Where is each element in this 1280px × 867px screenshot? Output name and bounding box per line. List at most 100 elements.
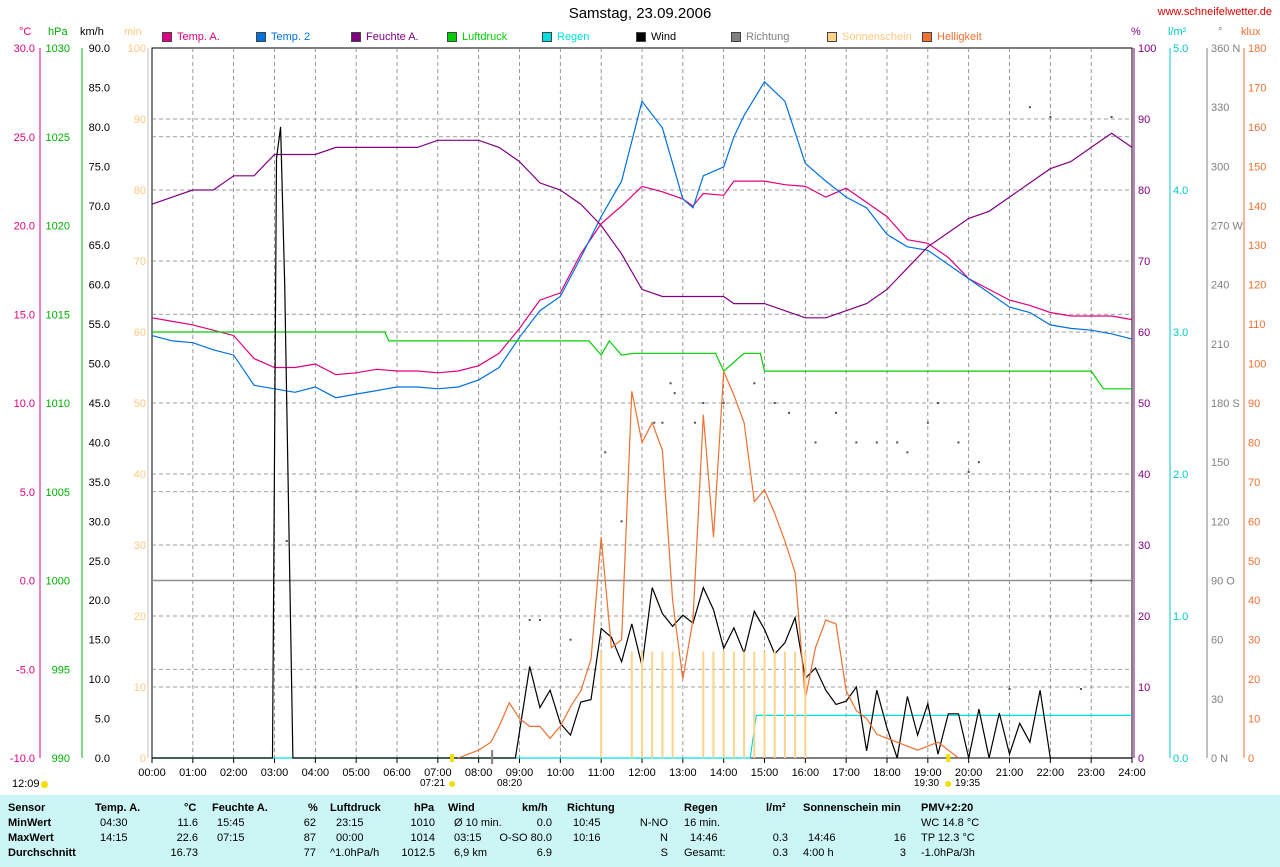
lux-axis-tick: 90 bbox=[1248, 398, 1260, 410]
time-stamp: 12:09 bbox=[12, 778, 40, 790]
x-tick-label: 14:00 bbox=[710, 767, 738, 779]
dir-min-time: 10:45 bbox=[573, 817, 601, 829]
legend-item-luftdruck: Luftdruck bbox=[447, 31, 507, 43]
direction-axis-tick: 90 O bbox=[1211, 576, 1235, 588]
lux-axis-tick: 40 bbox=[1248, 595, 1260, 607]
stats-header-sun: Sonnenschein min bbox=[803, 802, 901, 814]
sun-min-axis-tick: 0 bbox=[140, 753, 146, 765]
series-richtung-point bbox=[569, 638, 572, 641]
temp-axis-tick: 25.0 bbox=[14, 132, 35, 144]
rain-axis-tick: 4.0 bbox=[1173, 185, 1188, 197]
wind-axis-tick: 80.0 bbox=[89, 122, 110, 134]
legend-label: Helligkeit bbox=[937, 31, 982, 43]
temp-axis-tick: 30.0 bbox=[14, 43, 35, 55]
dir-avg-value: S bbox=[660, 847, 668, 859]
x-tick-label: 08:00 bbox=[465, 767, 493, 779]
legend-item-richtung: Richtung bbox=[731, 31, 789, 43]
noon-marker bbox=[491, 750, 494, 764]
x-tick-label: 21:00 bbox=[996, 767, 1024, 779]
site-link[interactable]: www.schneifelwetter.de bbox=[1157, 6, 1272, 18]
stats-header-rain-unit: l/m² bbox=[766, 802, 786, 814]
row-max-label: MaxWert bbox=[8, 832, 54, 844]
direction-axis-tick: 150 bbox=[1211, 457, 1229, 469]
sun-min-axis-tick: 70 bbox=[134, 256, 146, 268]
temp-axis-tick: 10.0 bbox=[14, 398, 35, 410]
humidity-axis-tick: 100 bbox=[1138, 43, 1156, 55]
row-min-label: MinWert bbox=[8, 817, 52, 829]
hum-max-time: 07:15 bbox=[217, 832, 245, 844]
stats-header-dir: Richtung bbox=[567, 802, 615, 814]
rain-axis-tick: 0.0 bbox=[1173, 753, 1188, 765]
wind-axis-tick: 45.0 bbox=[89, 398, 110, 410]
sunrise-marker bbox=[450, 754, 455, 762]
stats-header-rain: Regen bbox=[684, 802, 718, 814]
x-tick-label: 18:00 bbox=[873, 767, 901, 779]
lux-axis-tick: 170 bbox=[1248, 82, 1266, 94]
series-richtung-point bbox=[653, 421, 656, 424]
pressure-axis-tick: 990 bbox=[52, 753, 70, 765]
pressure-axis-tick: 1030 bbox=[46, 43, 70, 55]
hum-min-time: 15:45 bbox=[217, 817, 245, 829]
wind-axis-tick: 90.0 bbox=[89, 43, 110, 55]
temp-min-value: 11.6 bbox=[177, 817, 198, 829]
press-max-time: 00:00 bbox=[336, 832, 364, 844]
press-max-value: 1014 bbox=[410, 832, 435, 844]
series-richtung-point bbox=[1079, 687, 1082, 690]
wind-axis-tick: 35.0 bbox=[89, 477, 110, 489]
temp-axis-tick: -5.0 bbox=[16, 664, 35, 676]
stats-header-sensor: Sensor bbox=[8, 802, 46, 814]
legend-item-wind: Wind bbox=[636, 31, 676, 43]
wind-max-time: 03:15 bbox=[454, 832, 482, 844]
x-tick-label: 16:00 bbox=[792, 767, 820, 779]
direction-axis-tick: 210 bbox=[1211, 339, 1229, 351]
press-min-value: 1010 bbox=[410, 817, 435, 829]
legend-label: Luftdruck bbox=[462, 31, 508, 43]
lux-axis-tick: 140 bbox=[1248, 201, 1266, 213]
press-avg-value: 1012.5 bbox=[401, 847, 435, 859]
rain-unit: l/m² bbox=[1168, 26, 1187, 38]
wind-axis-tick: 15.0 bbox=[89, 635, 110, 647]
direction-axis-tick: 30 bbox=[1211, 694, 1223, 706]
sun-min-axis-tick: 100 bbox=[128, 43, 146, 55]
series-wind-line bbox=[152, 126, 1132, 759]
chart-title: Samstag, 23.09.2006 bbox=[568, 5, 712, 22]
humidity-axis-tick: 90 bbox=[1138, 114, 1150, 126]
sun-total: 4:00 h bbox=[803, 847, 834, 859]
rain-axis-tick: 2.0 bbox=[1173, 469, 1188, 481]
legend-swatch bbox=[256, 32, 266, 42]
series-richtung-point bbox=[967, 471, 970, 474]
legend-label: Temp. A. bbox=[177, 31, 220, 43]
rain-max-time: 14:46 bbox=[690, 832, 718, 844]
sun-min-axis-tick: 40 bbox=[134, 469, 146, 481]
humidity-axis-tick: 40 bbox=[1138, 469, 1150, 481]
rain-axis-tick: 3.0 bbox=[1173, 327, 1188, 339]
lux-axis-tick: 0 bbox=[1248, 753, 1254, 765]
series-richtung-point bbox=[957, 441, 960, 444]
x-tick-label: 01:00 bbox=[179, 767, 207, 779]
wind-axis-tick: 20.0 bbox=[89, 595, 110, 607]
direction-axis-tick: 120 bbox=[1211, 516, 1229, 528]
dir-max-time: 10:16 bbox=[573, 832, 601, 844]
humidity-axis-tick: 80 bbox=[1138, 185, 1150, 197]
lux-axis-tick: 110 bbox=[1248, 319, 1266, 331]
wind-axis-tick: 30.0 bbox=[89, 516, 110, 528]
sun-min-axis-tick: 90 bbox=[134, 114, 146, 126]
stats-header-pmv: PMV+2:20 bbox=[921, 802, 974, 814]
x-tick-label: 02:00 bbox=[220, 767, 248, 779]
series-richtung-point bbox=[722, 402, 725, 404]
wind-unit: km/h bbox=[80, 26, 104, 38]
series-richtung-point bbox=[788, 411, 790, 414]
legend-label: Temp. 2 bbox=[271, 31, 311, 43]
legend-swatch bbox=[922, 32, 932, 42]
sun-max-value: 16 bbox=[893, 832, 906, 844]
direction-axis-tick: 270 W bbox=[1211, 221, 1243, 233]
series-richtung-point bbox=[673, 392, 676, 395]
sun-min-axis-tick: 50 bbox=[134, 398, 146, 410]
series-temp-2-line bbox=[151, 80, 1133, 399]
direction-axis-tick: 330 bbox=[1211, 102, 1229, 114]
lux-axis-tick: 100 bbox=[1248, 359, 1266, 371]
humidity-axis-tick: 30 bbox=[1138, 540, 1150, 552]
series-helligkeit-line bbox=[458, 371, 959, 759]
direction-axis-tick: 240 bbox=[1211, 280, 1229, 292]
temp-min-time: 04:30 bbox=[100, 817, 128, 829]
